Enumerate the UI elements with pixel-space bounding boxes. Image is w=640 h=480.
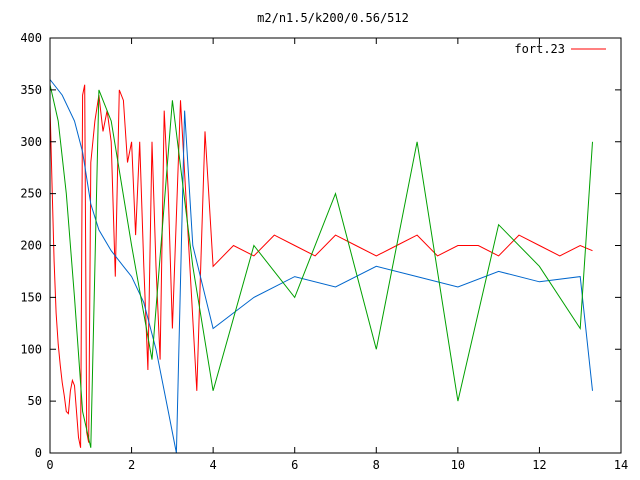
y-tick-label: 0 — [35, 446, 42, 460]
plot-frame — [49, 37, 622, 454]
legend-label-fort-23: fort.23 — [514, 42, 565, 56]
x-tick-label: 6 — [291, 458, 298, 472]
series-layer — [49, 79, 593, 454]
x-tick-label: 2 — [128, 458, 135, 472]
y-tick-label: 300 — [20, 135, 42, 149]
x-tick-label: 10 — [451, 458, 465, 472]
y-tick-label: 250 — [20, 187, 42, 201]
y-tick-label: 50 — [28, 394, 42, 408]
x-tick-label: 8 — [373, 458, 380, 472]
series-line-unnamed-1 — [49, 79, 593, 454]
y-tick-label: 100 — [20, 342, 42, 356]
y-tick-label: 400 — [20, 31, 42, 45]
chart-title: m2/n1.5/k200/0.56/512 — [257, 11, 409, 25]
series-line-unnamed-2 — [49, 84, 593, 448]
y-tick-label: 350 — [20, 83, 42, 97]
legend: fort.23 — [514, 42, 606, 56]
ticks-layer: 0 2 4 6 8 10 12 14 0 50 100 150 200 250 300 350 400 — [20, 31, 628, 472]
x-tick-label: 0 — [46, 458, 53, 472]
y-tick-label: 200 — [20, 239, 42, 253]
x-tick-label: 14 — [614, 458, 628, 472]
series-line-fort-23 — [49, 84, 593, 448]
x-tick-label: 12 — [532, 458, 546, 472]
x-tick-label: 4 — [210, 458, 217, 472]
y-tick-label: 150 — [20, 290, 42, 304]
